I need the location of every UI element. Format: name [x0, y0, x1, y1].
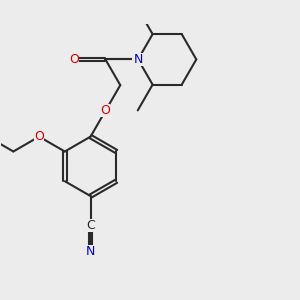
Text: O: O [69, 53, 79, 66]
Text: N: N [132, 53, 141, 66]
Text: O: O [34, 130, 44, 143]
Text: N: N [86, 244, 95, 258]
Text: N: N [134, 53, 143, 66]
Text: C: C [86, 219, 95, 232]
Text: O: O [100, 104, 110, 117]
